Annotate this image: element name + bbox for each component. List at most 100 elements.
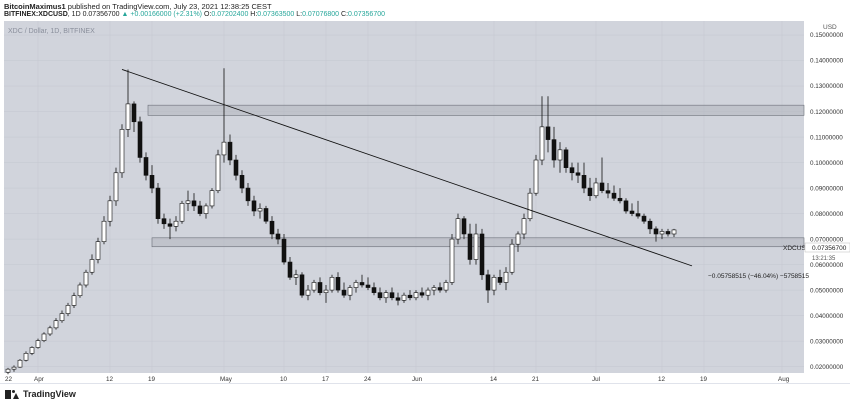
- candle-body: [425, 289, 431, 296]
- y-tick-label: 0.09000000: [810, 185, 844, 192]
- x-tick-label: 19: [700, 376, 708, 383]
- last-price-tag: 0.07356700: [812, 245, 847, 252]
- candle-body: [305, 289, 311, 296]
- candle-body: [407, 294, 413, 299]
- candle-body: [587, 187, 593, 197]
- candle-body: [257, 208, 263, 212]
- candle-body: [233, 159, 239, 176]
- candle-body: [497, 277, 503, 283]
- candle-body: [53, 320, 59, 329]
- symbol-label: BITFINEX:XDCUSD: [4, 11, 68, 18]
- candle-body: [569, 167, 575, 174]
- candle-body: [149, 175, 155, 189]
- candle-body: [515, 233, 521, 245]
- candle-body: [467, 233, 473, 260]
- ohlc-line: BITFINEX:XDCUSD, 1D 0.07356700 ▲ +0.0016…: [4, 11, 385, 18]
- candle-body: [539, 126, 545, 161]
- candle-body: [275, 233, 281, 240]
- interval-label: 1D: [71, 11, 81, 18]
- candle-body: [665, 231, 671, 235]
- candle-body: [209, 190, 215, 207]
- candle-body: [485, 274, 491, 291]
- y-tick-label: 0.07000000: [810, 236, 844, 243]
- x-tick-label: Jul: [592, 376, 600, 383]
- x-tick-label: 21: [532, 376, 540, 383]
- candle-body: [629, 210, 635, 214]
- open-value: 0.07202400: [211, 11, 249, 18]
- candle-body: [125, 103, 131, 130]
- candle-body: [383, 292, 389, 299]
- y-tick-label: 0.10000000: [810, 160, 844, 167]
- candle-body: [455, 218, 461, 240]
- candle-body: [545, 126, 551, 140]
- x-tick-label: Apr: [34, 376, 44, 383]
- tradingview-logo[interactable]: TradingView: [5, 389, 76, 399]
- candle-body: [329, 277, 335, 291]
- candle-body: [65, 305, 71, 314]
- candle-body: [161, 218, 167, 225]
- y-tick-label: 0.06000000: [810, 262, 844, 269]
- candle-body: [395, 297, 401, 301]
- candle-body: [641, 215, 647, 222]
- candle-body: [89, 259, 95, 273]
- candle-body: [71, 295, 77, 306]
- candle-body: [605, 190, 611, 194]
- x-tick-label: 12: [658, 376, 666, 383]
- x-tick-label: 22: [5, 376, 13, 383]
- candle-body: [491, 277, 497, 291]
- candle-body: [347, 287, 353, 296]
- candle-body: [317, 282, 323, 293]
- y-tick-label: 0.04000000: [810, 313, 844, 320]
- candle-body: [155, 187, 161, 219]
- candle-body: [143, 157, 149, 176]
- candle-body: [593, 182, 599, 197]
- symbol-tag: XDCUSD: [783, 245, 811, 252]
- candle-body: [245, 187, 251, 202]
- candle-body: [137, 121, 143, 158]
- candle-body: [167, 223, 173, 227]
- candle-body: [473, 233, 479, 260]
- candle-body: [449, 238, 455, 283]
- last-price-tag-bg: [804, 242, 850, 253]
- open-key: O:: [203, 11, 212, 18]
- candle-body: [287, 261, 293, 278]
- candle-body: [371, 287, 377, 293]
- candle-body: [23, 353, 29, 361]
- x-tick-label: 14: [490, 376, 498, 383]
- candle-body: [215, 154, 221, 191]
- y-tick-label: 0.13000000: [810, 83, 844, 90]
- change-label: ▲ +0.00166000 (+2.31%): [121, 11, 203, 18]
- candle-body: [671, 229, 677, 235]
- candle-body: [527, 192, 533, 219]
- candle-body: [377, 292, 383, 299]
- price-axis-background: [804, 21, 850, 373]
- y-tick-label: 0.12000000: [810, 109, 844, 116]
- candle-body: [401, 294, 407, 301]
- candle-body: [443, 282, 449, 291]
- candle-body: [647, 220, 653, 230]
- candle-body: [107, 200, 113, 222]
- published-text: published on TradingView.com, July 23, 2…: [67, 2, 272, 11]
- candle-body: [557, 149, 563, 161]
- candle-body: [185, 200, 191, 204]
- candle-body: [311, 282, 317, 291]
- y-tick-label: 0.15000000: [810, 32, 844, 39]
- candle-body: [335, 277, 341, 291]
- y-tick-label: 0.03000000: [810, 338, 844, 345]
- low-value: 0.07076800: [302, 11, 340, 18]
- author-name[interactable]: BitcoinMaximus1: [4, 2, 66, 11]
- candle-body: [563, 149, 569, 168]
- candle-body: [575, 172, 581, 176]
- candle-body: [17, 359, 23, 368]
- candle-body: [227, 141, 233, 161]
- resistance-zone: [147, 104, 805, 116]
- y-tick-label: 0.02000000: [810, 364, 844, 371]
- tradingview-logo-text: TradingView: [23, 389, 76, 399]
- candle-body: [419, 292, 425, 296]
- price-chart[interactable]: XDC / Dollar, 1D, BITFINEX USD 0.1500000…: [0, 0, 850, 383]
- candle-body: [659, 231, 665, 235]
- price-label: 0.07356700: [82, 11, 120, 18]
- candle-body: [521, 218, 527, 235]
- y-tick-label: 0.05000000: [810, 287, 844, 294]
- footer-bar: TradingView: [0, 383, 850, 404]
